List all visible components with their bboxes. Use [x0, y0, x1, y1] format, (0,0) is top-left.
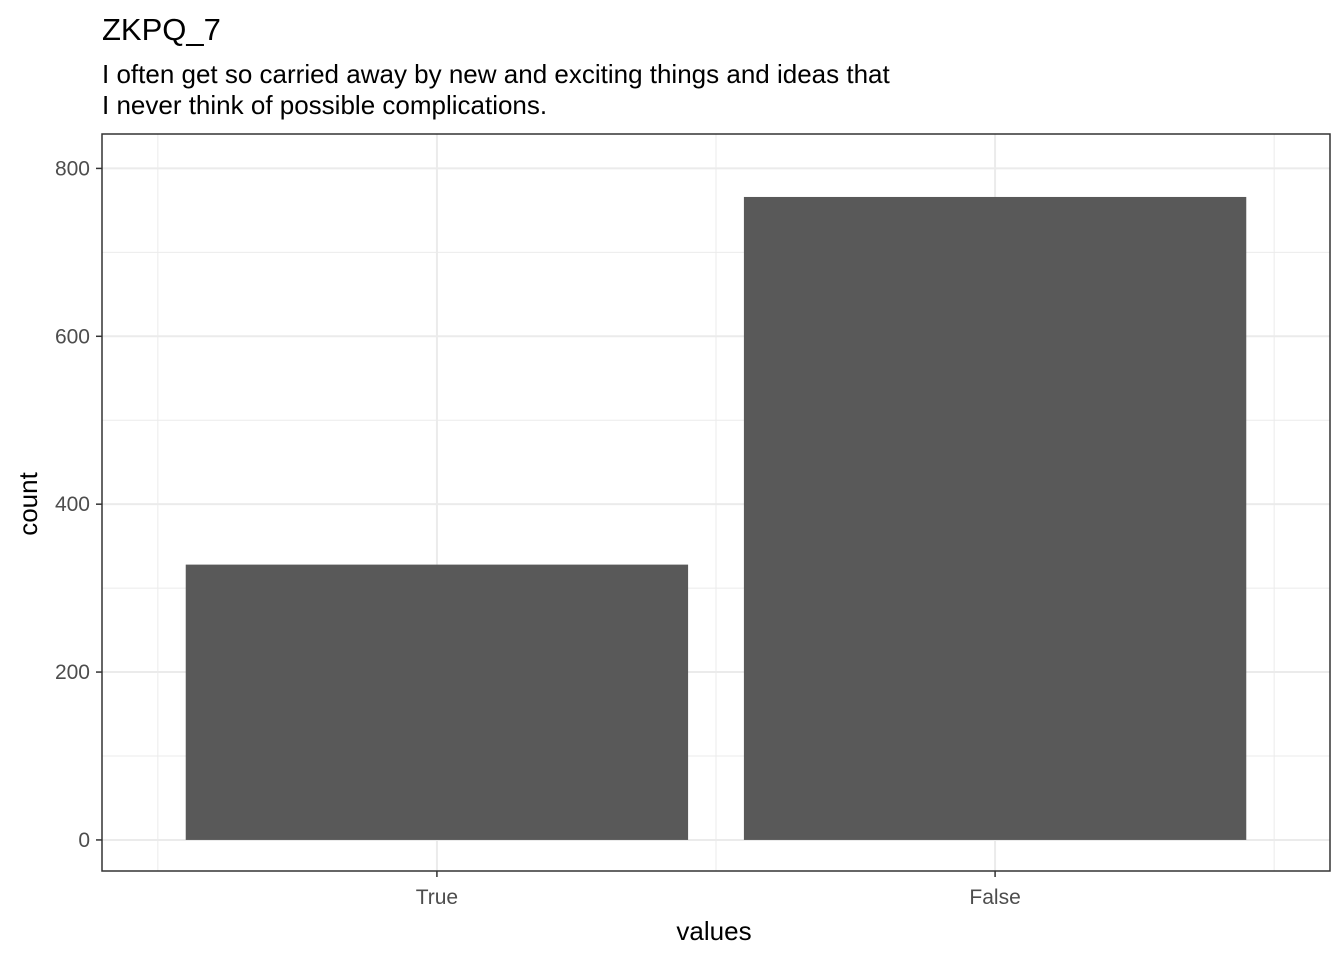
- y-tick-label: 200: [55, 661, 90, 684]
- panel-border: [101, 133, 1331, 872]
- y-axis-title: count: [13, 471, 43, 535]
- bar-true: [185, 564, 689, 840]
- chart-subtitle-line-2: I never think of possible complications.: [102, 90, 547, 120]
- y-tick-label: 600: [55, 325, 90, 348]
- y-tick-label: 400: [55, 493, 90, 516]
- x-axis-title: values: [676, 916, 751, 946]
- y-axis: 0 200 400 600 800: [55, 157, 102, 852]
- chart-title: ZKPQ_7: [102, 12, 221, 47]
- x-axis: True False: [416, 871, 1021, 909]
- x-tick-label: False: [969, 886, 1020, 909]
- x-tick-label: True: [416, 886, 458, 909]
- bar-false: [743, 196, 1247, 840]
- chart-subtitle-line-1: I often get so carried away by new and e…: [102, 59, 890, 89]
- bars: [185, 196, 1247, 840]
- y-tick-label: 800: [55, 157, 90, 180]
- y-tick-label: 0: [78, 829, 90, 852]
